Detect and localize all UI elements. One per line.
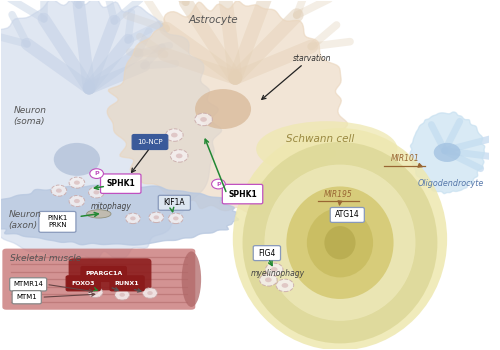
Circle shape: [69, 177, 84, 188]
Ellipse shape: [324, 226, 356, 259]
Text: Schwann cell: Schwann cell: [286, 134, 354, 143]
Ellipse shape: [233, 128, 447, 350]
FancyBboxPatch shape: [330, 208, 364, 222]
Ellipse shape: [195, 89, 251, 129]
Circle shape: [168, 213, 183, 224]
Text: PINK1
PRKN: PINK1 PRKN: [47, 215, 68, 229]
Ellipse shape: [256, 121, 398, 177]
Circle shape: [271, 267, 278, 272]
Polygon shape: [107, 1, 348, 213]
Text: FOXO3: FOXO3: [72, 281, 95, 286]
Circle shape: [154, 215, 159, 219]
Circle shape: [130, 216, 136, 221]
Ellipse shape: [434, 143, 460, 162]
Ellipse shape: [264, 164, 416, 321]
Text: myelinophagy: myelinophagy: [251, 270, 305, 279]
Polygon shape: [410, 112, 484, 194]
Text: Neuron
(soma): Neuron (soma): [14, 106, 46, 126]
Ellipse shape: [54, 143, 100, 176]
Circle shape: [166, 129, 183, 141]
Ellipse shape: [242, 142, 438, 343]
Text: 10-NCP: 10-NCP: [137, 139, 163, 145]
Circle shape: [200, 117, 207, 122]
Circle shape: [56, 189, 62, 193]
Text: KIF1A: KIF1A: [164, 198, 185, 207]
Text: starvation: starvation: [293, 54, 332, 63]
Circle shape: [171, 133, 177, 138]
Circle shape: [120, 293, 125, 297]
Text: MIR101: MIR101: [390, 154, 419, 163]
Text: SPHK1: SPHK1: [228, 190, 257, 198]
FancyBboxPatch shape: [66, 276, 100, 291]
Circle shape: [195, 113, 212, 126]
Text: PPARGC1A: PPARGC1A: [85, 272, 122, 276]
FancyBboxPatch shape: [39, 211, 76, 232]
Text: MIR195: MIR195: [324, 190, 353, 198]
Circle shape: [115, 289, 130, 300]
Circle shape: [94, 190, 100, 195]
Circle shape: [266, 263, 283, 276]
Circle shape: [176, 154, 182, 158]
Circle shape: [74, 181, 80, 185]
FancyBboxPatch shape: [81, 266, 126, 281]
Circle shape: [142, 288, 158, 298]
Circle shape: [173, 216, 178, 221]
Text: Neuron
(axon): Neuron (axon): [8, 210, 42, 230]
Text: FIG4: FIG4: [258, 248, 276, 258]
Circle shape: [265, 278, 272, 282]
Circle shape: [92, 290, 98, 294]
Text: ATG14: ATG14: [335, 210, 359, 219]
Ellipse shape: [286, 187, 394, 299]
Circle shape: [282, 283, 288, 288]
Text: RUNX1: RUNX1: [115, 281, 140, 286]
FancyBboxPatch shape: [68, 258, 152, 290]
Circle shape: [88, 187, 104, 198]
Circle shape: [170, 150, 188, 162]
Circle shape: [126, 213, 140, 224]
Text: P: P: [216, 182, 220, 187]
Polygon shape: [0, 0, 222, 262]
Circle shape: [88, 287, 102, 298]
Text: P: P: [94, 171, 99, 176]
Ellipse shape: [182, 251, 201, 307]
Text: mitophagy: mitophagy: [90, 202, 132, 211]
FancyBboxPatch shape: [10, 278, 46, 291]
Circle shape: [74, 199, 80, 203]
FancyBboxPatch shape: [110, 276, 144, 291]
Circle shape: [149, 212, 164, 223]
Text: MTM1: MTM1: [16, 294, 37, 300]
Text: Astrocyte: Astrocyte: [189, 15, 238, 26]
Text: SPHK1: SPHK1: [106, 179, 135, 188]
FancyBboxPatch shape: [222, 184, 263, 204]
FancyBboxPatch shape: [12, 290, 42, 304]
Circle shape: [51, 185, 66, 196]
FancyBboxPatch shape: [254, 246, 280, 261]
Text: Skeletal muscle: Skeletal muscle: [10, 254, 82, 263]
Text: MTMR14: MTMR14: [13, 281, 43, 287]
Circle shape: [260, 274, 277, 286]
Ellipse shape: [307, 208, 373, 278]
FancyBboxPatch shape: [158, 195, 190, 210]
Circle shape: [90, 169, 104, 178]
Text: Oligodendrocyte: Oligodendrocyte: [418, 179, 484, 188]
FancyBboxPatch shape: [132, 134, 168, 149]
Circle shape: [147, 291, 152, 295]
Polygon shape: [0, 185, 239, 245]
Circle shape: [276, 279, 293, 292]
FancyBboxPatch shape: [100, 174, 141, 194]
Circle shape: [212, 179, 225, 189]
Ellipse shape: [86, 210, 111, 218]
FancyBboxPatch shape: [2, 248, 196, 310]
Circle shape: [69, 196, 84, 206]
